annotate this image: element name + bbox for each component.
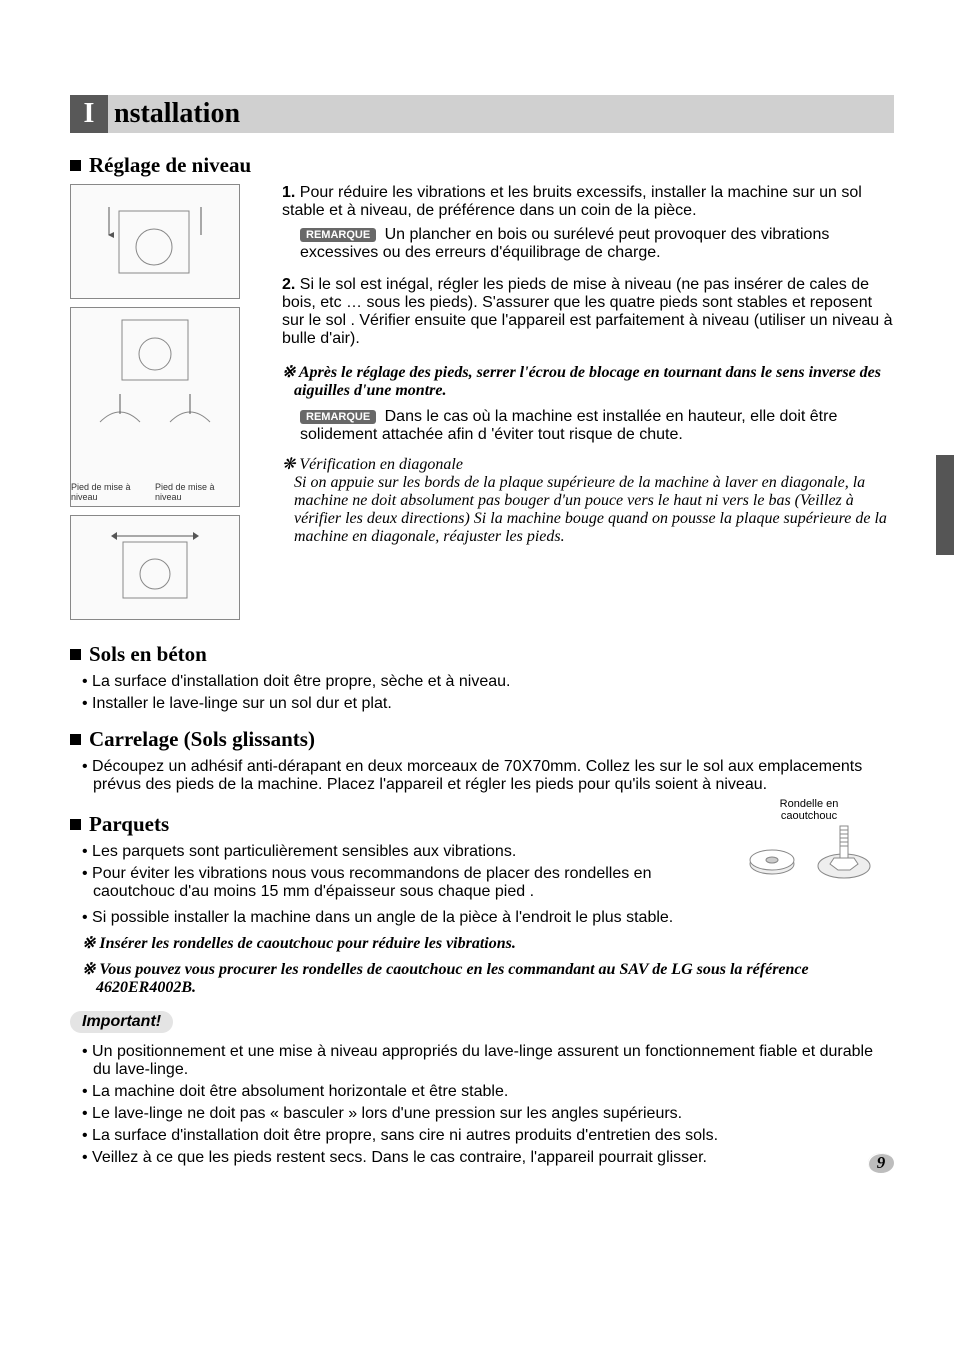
header-title: nstallation: [108, 98, 240, 130]
carrelage-bullets: Découpez un adhésif anti-dérapant en deu…: [70, 758, 894, 794]
important-badge: Important!: [70, 1011, 173, 1033]
fig-label-right: Pied de mise à niveau: [155, 482, 239, 502]
parquets-row: Parquets Les parquets sont particulièrem…: [70, 798, 894, 905]
remarque-block: REMARQUE Un plancher en bois ou surélevé…: [282, 226, 894, 262]
reglage-numbered-list: 1. Pour réduire les vibrations et les br…: [282, 184, 894, 348]
list-item: Pour éviter les vibrations nous vous rec…: [82, 865, 712, 901]
washer-diag-icon: [95, 528, 215, 608]
note-marker: ❋: [282, 456, 295, 473]
list-item: Les parquets sont particulièrement sensi…: [82, 843, 712, 861]
note-marker: ※: [282, 364, 295, 381]
washer-feet-adjust-figure: Pied de mise à niveau Pied de mise à niv…: [70, 307, 240, 507]
remarque-block: REMARQUE Dans le cas où la machine est i…: [282, 408, 894, 444]
washer-level-figure-1: [70, 184, 240, 299]
page-number: 9: [868, 1153, 894, 1173]
beton-bullets: La surface d'installation doit être prop…: [70, 673, 894, 713]
list-item: Découpez un adhésif anti-dérapant en deu…: [82, 758, 894, 794]
section-title-carrelage: Carrelage (Sols glissants): [70, 727, 894, 752]
list-item: 2. Si le sol est inégal, régler les pied…: [282, 276, 894, 348]
header-initial: I: [70, 95, 108, 133]
page-header: I nstallation: [70, 95, 894, 133]
diag-check-body: Si on appuie sur les bords de la plaque …: [282, 474, 894, 546]
list-item: La surface d'installation doit être prop…: [82, 673, 894, 691]
list-item: 1. Pour réduire les vibrations et les br…: [282, 184, 894, 262]
remarque-text: Un plancher en bois ou surélevé peut pro…: [300, 226, 829, 261]
section-title-parquets: Parquets: [70, 812, 712, 837]
rubber-washer-icon: [734, 822, 884, 882]
list-item: La surface d'installation doit être prop…: [82, 1127, 894, 1145]
after-adjust-note: ※ Après le réglage des pieds, serrer l'é…: [282, 362, 894, 400]
parquets-bullets-2: Si possible installer la machine dans un…: [70, 909, 894, 927]
side-thumb-tab: [936, 455, 954, 555]
reglage-two-column: Pied de mise à niveau Pied de mise à niv…: [70, 184, 894, 628]
reglage-text-column: 1. Pour réduire les vibrations et les br…: [282, 184, 894, 628]
rubber-washer-figure: Rondelle en caoutchouc: [724, 798, 894, 885]
fig-label-left: Pied de mise à niveau: [71, 482, 155, 502]
item-marker: 1.: [282, 184, 295, 201]
remarque-badge: REMARQUE: [300, 228, 376, 242]
section-title-beton: Sols en béton: [70, 642, 894, 667]
list-item: Veillez à ce que les pieds restent secs.…: [82, 1149, 894, 1167]
item-text: Pour réduire les vibrations et les bruit…: [282, 184, 862, 219]
remarque-text: Dans le cas où la machine est installée …: [300, 408, 837, 443]
remarque-badge: REMARQUE: [300, 410, 376, 424]
figure-column: Pied de mise à niveau Pied de mise à niv…: [70, 184, 260, 628]
diag-check-heading: ❋ Vérification en diagonale: [282, 454, 894, 474]
item-marker: 2.: [282, 276, 295, 293]
washer-icon: [95, 197, 215, 287]
parquets-bullets: Les parquets sont particulièrement sensi…: [70, 843, 712, 901]
section-title-reglage: Réglage de niveau: [70, 153, 894, 178]
parquets-note-1: ※ Insérer les rondelles de caoutchouc po…: [70, 933, 894, 953]
washer-diagonal-check-figure: [70, 515, 240, 620]
list-item: Installer le lave-linge sur un sol dur e…: [82, 695, 894, 713]
rubber-fig-label: Rondelle en caoutchouc: [724, 798, 894, 822]
list-item: Un positionnement et une mise à niveau a…: [82, 1043, 894, 1079]
item-text: Si le sol est inégal, régler les pieds d…: [282, 276, 893, 347]
important-bullets: Un positionnement et une mise à niveau a…: [70, 1043, 894, 1167]
note-text: Après le réglage des pieds, serrer l'écr…: [294, 364, 881, 399]
parquets-note-2: ※ Vous pouvez vous procurer les rondelle…: [70, 959, 894, 997]
note-text: Vérification en diagonale: [299, 456, 463, 473]
feet-adjust-icon: [80, 312, 230, 482]
list-item: Le lave-linge ne doit pas « basculer » l…: [82, 1105, 894, 1123]
list-item: La machine doit être absolument horizont…: [82, 1083, 894, 1101]
list-item: Si possible installer la machine dans un…: [82, 909, 894, 927]
